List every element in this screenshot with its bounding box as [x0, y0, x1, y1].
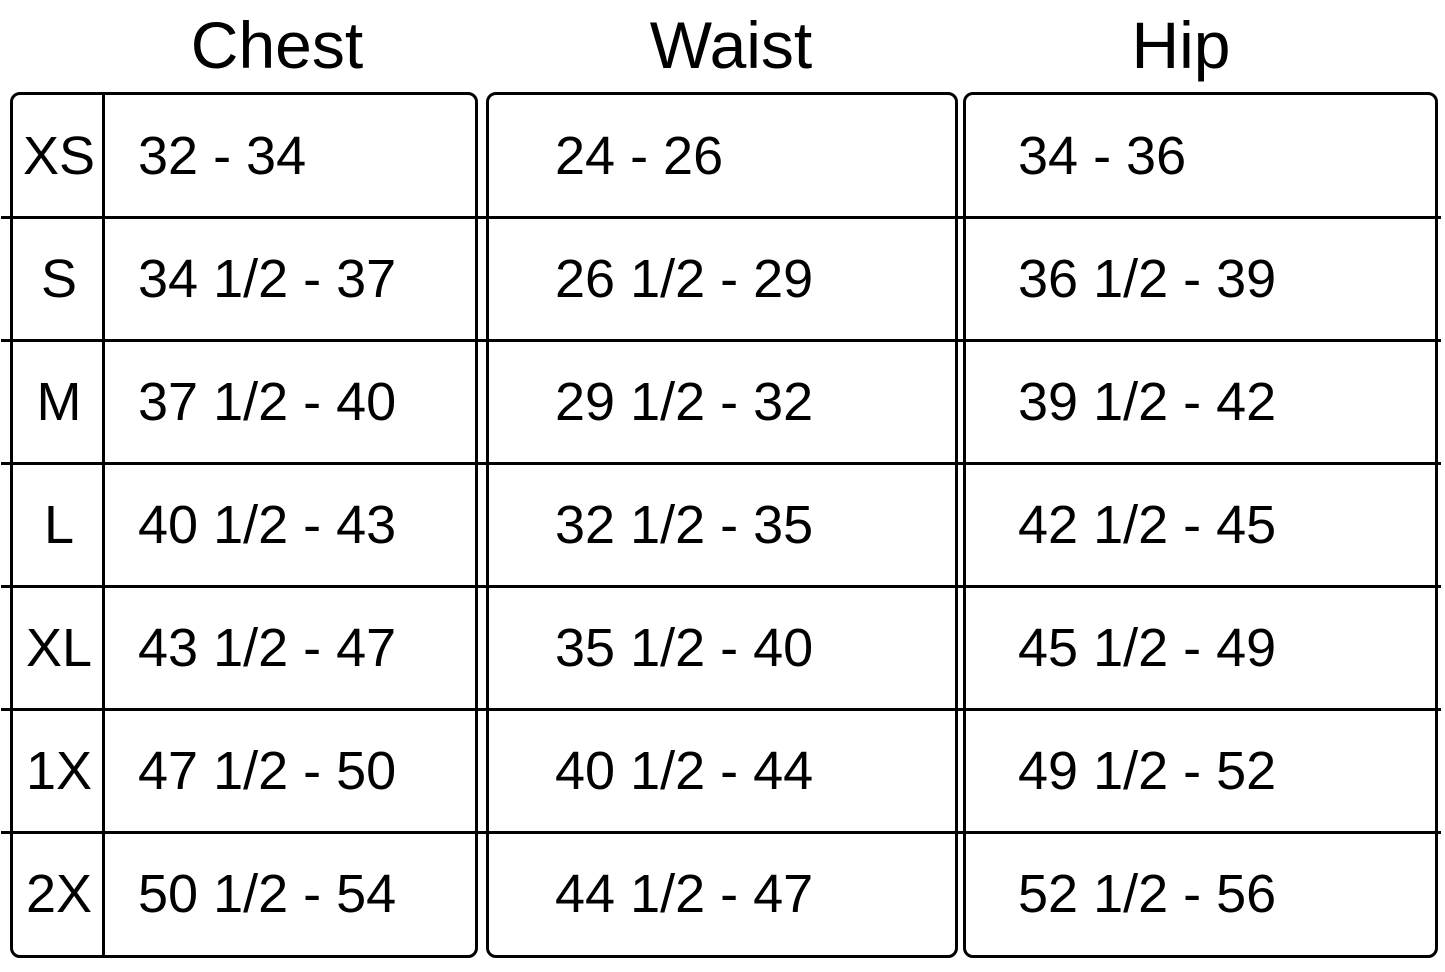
row-separator-line	[1, 708, 1441, 711]
chest-range: 43 1/2 - 47	[138, 617, 397, 678]
table-row-xs: 24 - 26	[489, 95, 955, 218]
table-row-s: 36 1/2 - 39	[966, 218, 1435, 341]
size-label: XL	[25, 617, 93, 678]
table-row-xl: XL 43 1/2 - 47	[13, 586, 475, 709]
chest-range: 32 - 34	[138, 126, 307, 187]
waist-column-header: Waist	[649, 8, 813, 82]
size-label: 2X	[25, 863, 93, 924]
table-row-2x: 44 1/2 - 47	[489, 832, 955, 955]
table-row-m: 39 1/2 - 42	[966, 341, 1435, 464]
hip-range: 42 1/2 - 45	[1018, 495, 1277, 555]
chest-range: 34 1/2 - 37	[138, 249, 397, 310]
table-row-l: L 40 1/2 - 43	[13, 464, 475, 587]
size-label: XS	[22, 126, 96, 187]
table-row-1x: 49 1/2 - 52	[966, 709, 1435, 832]
table-row-m: M 37 1/2 - 40	[13, 341, 475, 464]
row-separator-line	[1, 831, 1441, 834]
size-label: M	[36, 372, 82, 433]
chest-range: 50 1/2 - 54	[138, 863, 397, 924]
waist-range: 26 1/2 - 29	[555, 249, 814, 310]
table-row-xs: 34 - 36	[966, 95, 1435, 218]
hip-range: 45 1/2 - 49	[1018, 617, 1277, 678]
waist-range: 29 1/2 - 32	[555, 372, 814, 433]
table-row-2x: 2X 50 1/2 - 54	[13, 832, 475, 955]
chest-range: 37 1/2 - 40	[138, 372, 397, 433]
hip-range: 52 1/2 - 56	[1018, 863, 1277, 924]
table-row-s: 26 1/2 - 29	[489, 218, 955, 341]
table-row-1x: 40 1/2 - 44	[489, 709, 955, 832]
hip-range: 36 1/2 - 39	[1018, 249, 1277, 310]
chest-column-header: Chest	[190, 8, 364, 82]
row-separator-line	[1, 216, 1441, 219]
table-row-xl: 35 1/2 - 40	[489, 586, 955, 709]
size-column-divider	[102, 92, 105, 958]
row-separator-line	[1, 462, 1441, 465]
waist-range: 35 1/2 - 40	[555, 617, 814, 678]
hip-range: 49 1/2 - 52	[1018, 740, 1277, 801]
row-separator-line	[1, 339, 1441, 342]
hip-table: 34 - 36 36 1/2 - 39 39 1/2 - 42 42 1/2 -…	[963, 92, 1438, 958]
hip-column-header: Hip	[1131, 8, 1231, 82]
chest-range: 40 1/2 - 43	[138, 495, 397, 555]
table-row-xl: 45 1/2 - 49	[966, 586, 1435, 709]
chest-table: XS 32 - 34 S 34 1/2 - 37 M 37 1/2 - 40 L…	[10, 92, 478, 958]
hip-range: 39 1/2 - 42	[1018, 372, 1277, 433]
table-row-m: 29 1/2 - 32	[489, 341, 955, 464]
size-label: L	[43, 495, 75, 555]
size-label: S	[40, 249, 78, 310]
chest-range: 47 1/2 - 50	[138, 740, 397, 801]
table-row-1x: 1X 47 1/2 - 50	[13, 709, 475, 832]
table-row-l: 42 1/2 - 45	[966, 464, 1435, 587]
waist-range: 24 - 26	[555, 126, 724, 187]
table-row-s: S 34 1/2 - 37	[13, 218, 475, 341]
table-row-xs: XS 32 - 34	[13, 95, 475, 218]
size-label: 1X	[25, 740, 93, 801]
row-separator-line	[1, 585, 1441, 588]
waist-range: 40 1/2 - 44	[555, 740, 814, 801]
hip-range: 34 - 36	[1018, 126, 1187, 187]
waist-table: 24 - 26 26 1/2 - 29 29 1/2 - 32 32 1/2 -…	[486, 92, 958, 958]
waist-range: 32 1/2 - 35	[555, 495, 814, 555]
waist-range: 44 1/2 - 47	[555, 863, 814, 924]
table-row-2x: 52 1/2 - 56	[966, 832, 1435, 955]
table-row-l: 32 1/2 - 35	[489, 464, 955, 587]
